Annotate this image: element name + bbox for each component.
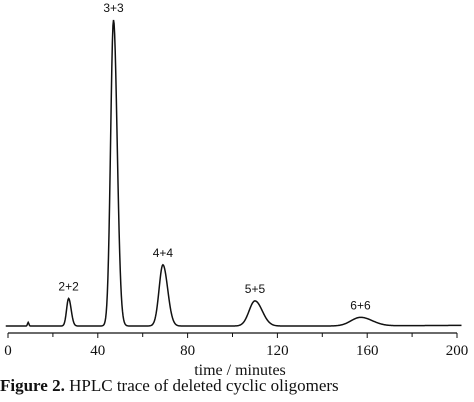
peak-label: 2+2: [58, 279, 79, 293]
x-tick-label: 40: [90, 343, 105, 359]
x-axis-label: time / minutes: [194, 362, 286, 376]
peak-label: 6+6: [350, 298, 371, 312]
x-tick-label: 80: [180, 343, 195, 359]
series-line: [5, 19, 462, 327]
hplc-chart: 0 40 80 120 160 200 2+2 3+3 4+4 5+5 6+6 time / mi…: [4, 1, 469, 376]
x-tick-label: 160: [356, 343, 379, 359]
peak-label: 4+4: [153, 246, 174, 260]
figure-caption: Figure 2. HPLC trace of deleted cyclic o…: [0, 376, 474, 402]
x-tick-label: 120: [266, 343, 289, 359]
x-tick-label: 200: [446, 343, 469, 359]
peak-label: 3+3: [103, 1, 124, 15]
chromatogram-trace: [5, 19, 462, 327]
peak-label: 5+5: [245, 282, 266, 296]
x-axis: 0 40 80 120 160 200: [4, 332, 469, 359]
caption-prefix: Figure 2.: [0, 376, 65, 395]
caption-text: HPLC trace of deleted cyclic oligomers: [69, 376, 339, 395]
x-tick-label: 0: [4, 343, 12, 359]
peak-labels: 2+2 3+3 4+4 5+5 6+6: [58, 1, 371, 312]
